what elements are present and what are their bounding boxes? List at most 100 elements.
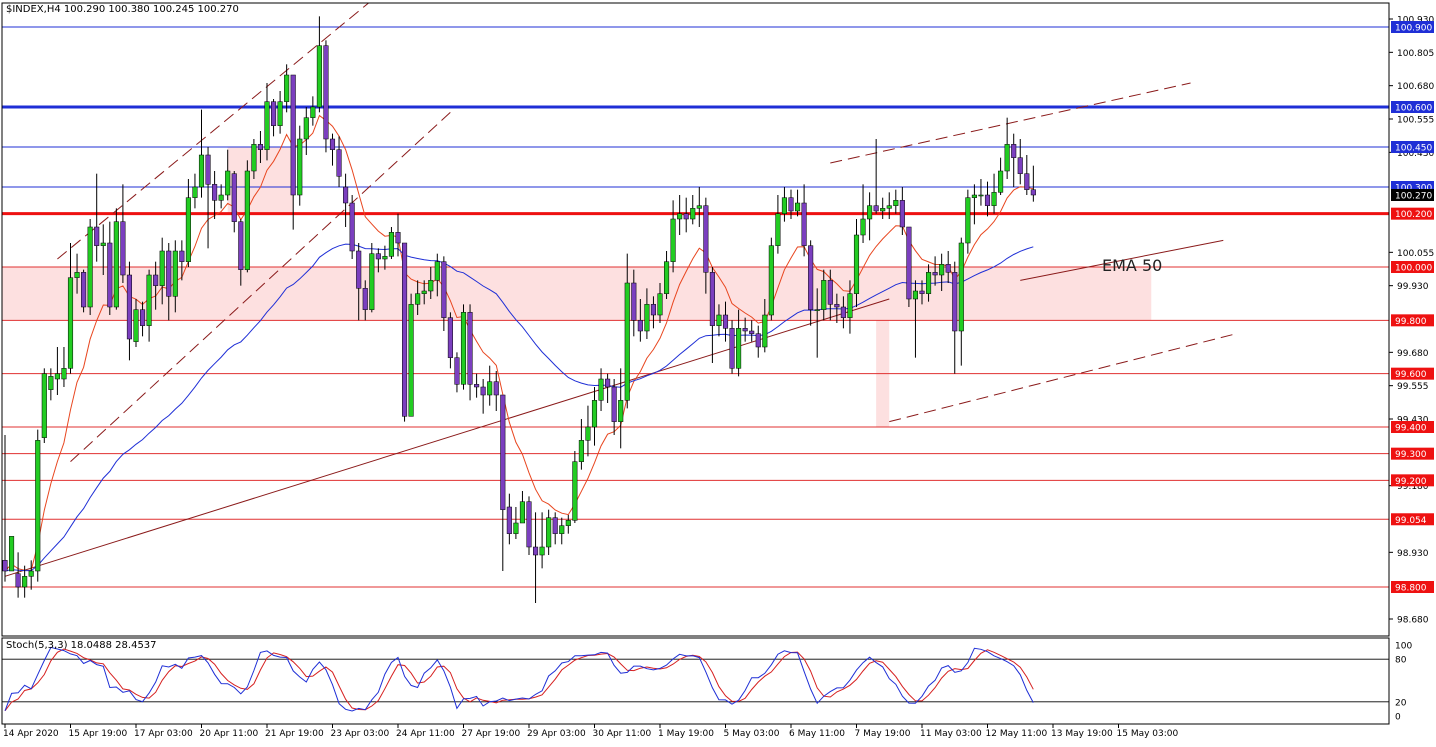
bull-candle — [657, 293, 663, 316]
level-price-box — [1391, 207, 1434, 220]
bull-candle — [847, 293, 853, 318]
bull-candle — [578, 440, 584, 462]
bull-candle — [762, 314, 768, 348]
bull-candle — [74, 272, 80, 278]
bull-candle — [768, 245, 774, 316]
bear-candle — [722, 314, 729, 329]
bull-candle — [421, 290, 427, 294]
price-tick-label: 100.055 — [1397, 249, 1434, 259]
bear-candle — [552, 517, 558, 534]
time-tick-label: 15 May 03:00 — [1117, 729, 1179, 739]
bull-candle — [428, 280, 434, 292]
bull-candle — [159, 250, 165, 286]
level-price-box — [1391, 447, 1434, 460]
bear-candle — [755, 333, 761, 348]
bear-candle — [441, 261, 447, 318]
bull-candle — [690, 208, 696, 220]
bull-candle — [9, 536, 15, 572]
bear-candle — [2, 560, 8, 572]
time-tick-label: 27 Apr 19:00 — [462, 729, 521, 739]
bull-candle — [415, 293, 421, 305]
level-price-label: 100.450 — [1395, 144, 1432, 154]
bear-candle — [153, 274, 159, 286]
bull-candle — [736, 328, 742, 369]
supply-demand-zone — [876, 285, 890, 427]
bull-candle — [546, 517, 552, 548]
bull-candle — [284, 74, 290, 102]
stoch-header: Stoch(5,3,3) 18.0488 28.4537 — [6, 640, 157, 651]
bear-candle — [703, 205, 709, 273]
level-price-box — [1391, 141, 1434, 153]
stoch-tick-label: 80 — [1395, 656, 1407, 666]
bull-candle — [519, 501, 526, 524]
price-tick-label: 99.680 — [1397, 349, 1429, 359]
bear-candle — [683, 213, 689, 220]
bear-candle — [323, 45, 329, 140]
bull-candle — [1004, 144, 1010, 172]
bull-candle — [297, 138, 303, 196]
bull-candle — [696, 205, 702, 209]
bear-candle — [480, 386, 486, 396]
price-tick-label: 99.180 — [1397, 482, 1429, 492]
price-tick-label: 100.930 — [1397, 16, 1434, 26]
bull-candle — [408, 304, 414, 417]
bear-candle — [343, 186, 349, 204]
bull-candle — [61, 368, 67, 380]
level-price-box — [1391, 261, 1434, 273]
time-tick-label: 21 Apr 19:00 — [265, 729, 324, 739]
time-tick-label: 13 May 19:00 — [1051, 729, 1113, 739]
bull-candle — [598, 378, 604, 401]
time-tick-label: 20 Apr 11:00 — [200, 729, 259, 739]
bear-candle — [742, 328, 748, 332]
level-price-label: 100.600 — [1395, 104, 1432, 114]
bear-candle — [1011, 144, 1017, 158]
bear-candle — [533, 546, 539, 556]
level-price-label: 99.800 — [1395, 317, 1427, 327]
level-price-box — [1391, 21, 1434, 33]
price-tick-label: 100.555 — [1397, 116, 1434, 126]
bear-candle — [1017, 157, 1023, 174]
ema-50-line — [4, 243, 1034, 572]
bear-candle — [506, 506, 512, 534]
price-tick-label: 98.930 — [1397, 549, 1429, 559]
bear-candle — [329, 138, 336, 150]
bear-candle — [94, 226, 100, 246]
level-price-label: 99.054 — [1395, 516, 1427, 526]
bull-candle — [814, 309, 820, 311]
bull-candle — [998, 170, 1004, 193]
bear-candle — [447, 317, 453, 358]
price-tick-label: 100.430 — [1397, 149, 1434, 159]
bear-candle — [271, 101, 277, 126]
time-tick-label: 6 May 11:00 — [789, 729, 845, 739]
bear-candle — [356, 250, 362, 289]
bull-candle — [958, 242, 964, 332]
bear-candle — [899, 200, 905, 228]
bear-candle — [362, 288, 368, 310]
level-price-label: 99.400 — [1395, 424, 1427, 434]
bull-candle — [880, 208, 886, 212]
current-price-label: 100.270 — [1395, 192, 1432, 202]
bear-candle — [467, 312, 473, 385]
bear-candle — [290, 74, 296, 196]
bull-candle — [244, 170, 250, 270]
stoch-main-line — [4, 646, 1034, 712]
bull-candle — [22, 576, 28, 588]
bear-candle — [801, 202, 807, 246]
bear-candle — [140, 309, 146, 326]
level-price-label: 100.200 — [1395, 210, 1432, 220]
bull-candle — [434, 261, 440, 281]
price-tick-label: 99.930 — [1397, 282, 1429, 292]
bear-candle — [395, 232, 401, 244]
level-price-box — [1391, 421, 1434, 433]
bull-candle — [382, 256, 388, 260]
price-tick-label: 99.555 — [1397, 382, 1429, 392]
bull-candle — [310, 106, 316, 118]
stoch-tick-label: 0 — [1395, 713, 1401, 723]
bull-candle — [624, 282, 630, 401]
time-tick-label: 5 May 03:00 — [724, 729, 780, 739]
bear-candle — [179, 250, 185, 262]
bear-candle — [474, 384, 480, 388]
bull-candle — [513, 522, 519, 534]
stoch-signal-line — [4, 648, 1034, 712]
bull-candle — [41, 373, 47, 438]
